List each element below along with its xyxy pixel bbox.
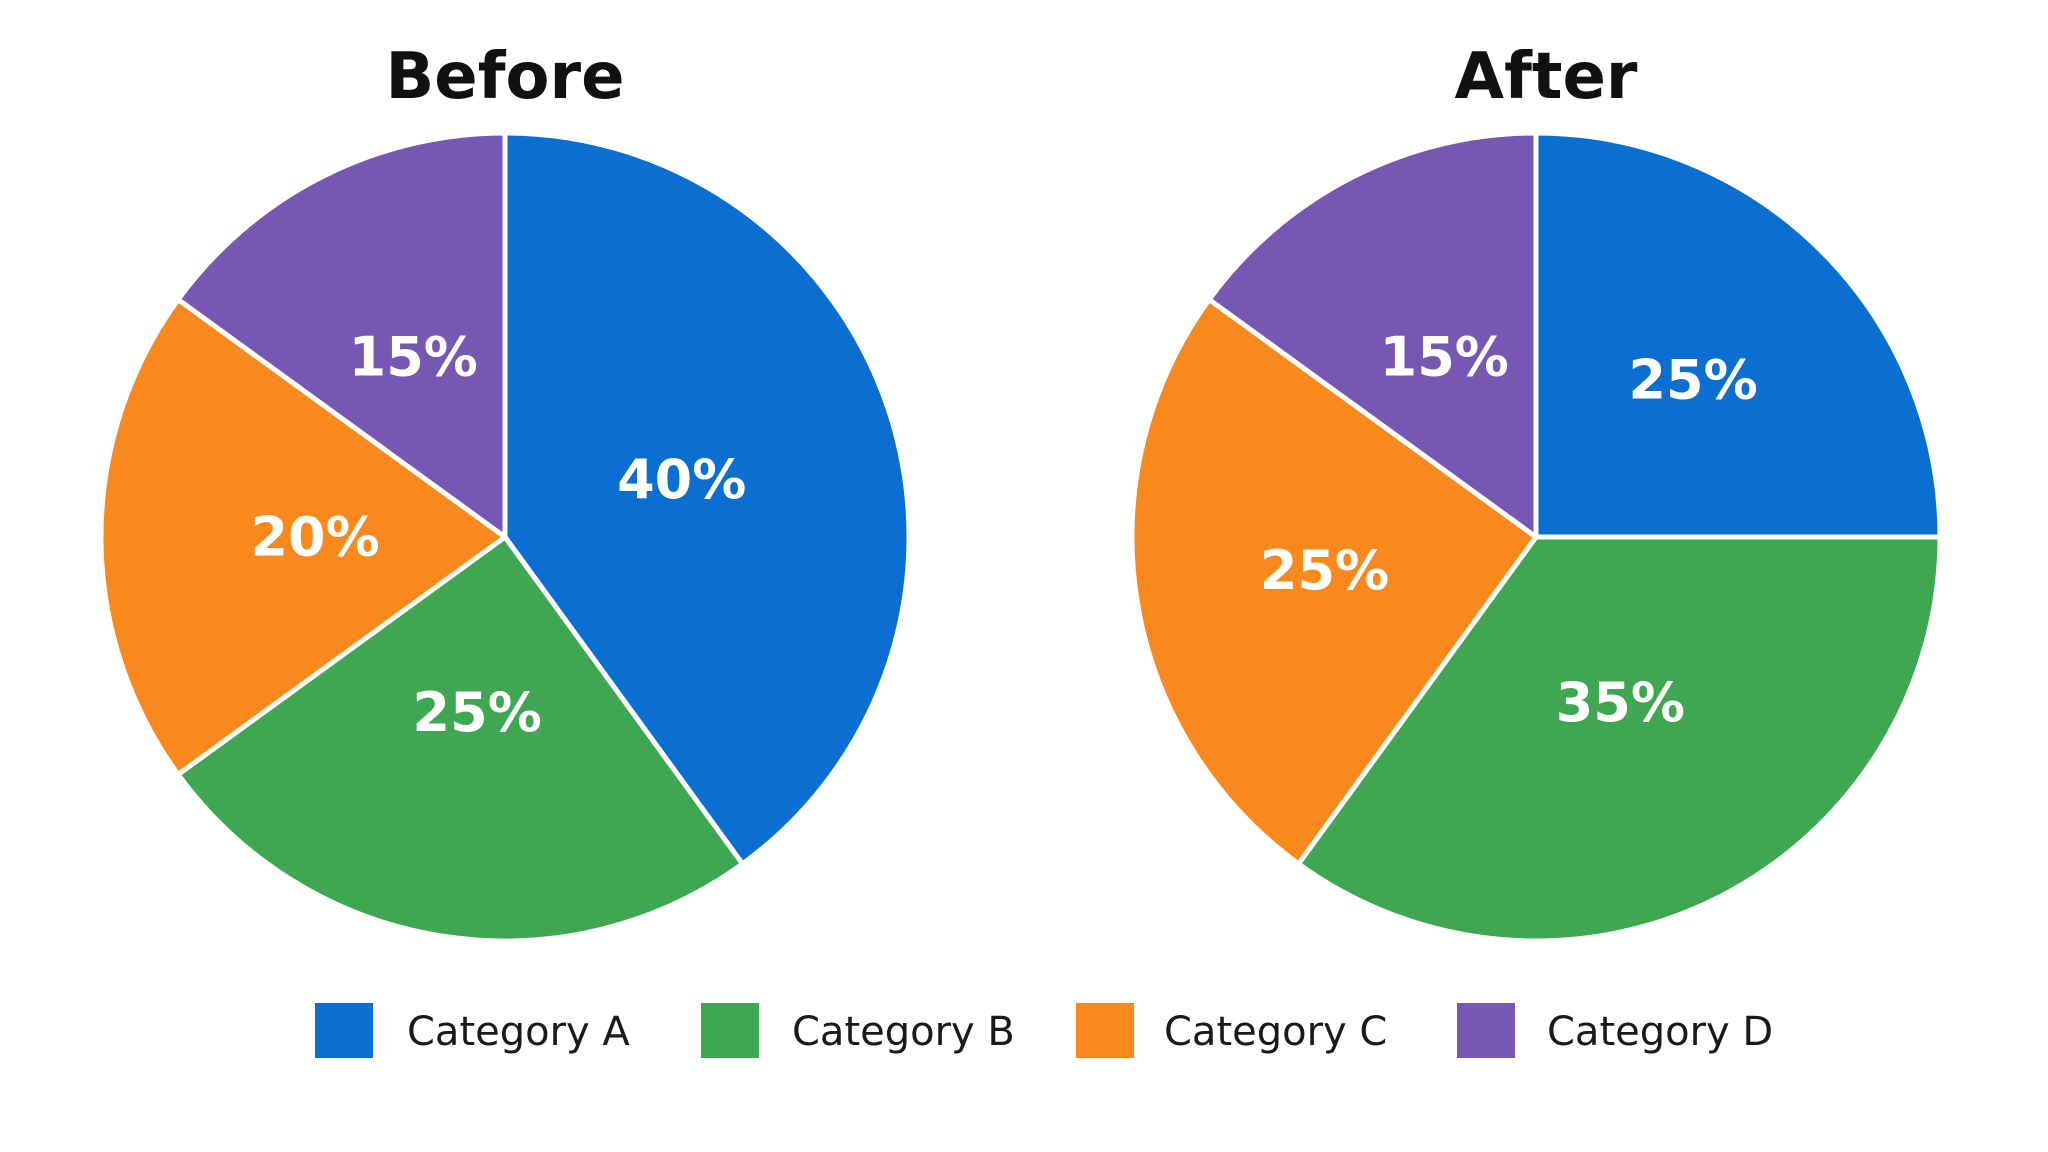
legend-item-category-b: Category B: [701, 1003, 1015, 1058]
pie-slice-after-category-b: [1296, 534, 1943, 944]
legend-item-category-d: Category D: [1457, 1003, 1773, 1058]
pie-slice-before-category-c: [98, 297, 508, 777]
chart-title-after: After: [1455, 40, 1638, 114]
pie-slice-label-before-category-d: 15%: [349, 326, 478, 389]
pie-chart-after: After 25% 35% 25% 15%: [1129, 40, 1943, 944]
legend-item-category-c: Category C: [1076, 1003, 1387, 1058]
chart-title-before: Before: [386, 40, 625, 114]
legend: Category A Category B Category C Categor…: [315, 1003, 1773, 1058]
pie-slice-after-category-c: [1129, 297, 1539, 867]
pie-slice-label-after-category-a: 25%: [1628, 348, 1757, 411]
pie-slice-before-category-b: [175, 534, 745, 944]
legend-label-category-d: Category D: [1547, 1009, 1773, 1055]
pie-slices-after: [1129, 130, 1943, 944]
pie-slice-label-before-category-b: 25%: [413, 681, 542, 744]
pie-slice-label-after-category-b: 35%: [1556, 671, 1685, 734]
legend-label-category-a: Category A: [407, 1009, 630, 1055]
pie-slice-after-category-d: [1206, 130, 1539, 540]
pie-slice-before-category-d: [175, 130, 508, 540]
legend-label-category-c: Category C: [1164, 1009, 1387, 1055]
pie-slice-before-category-a: [502, 130, 912, 867]
pie-slices-before: [98, 130, 912, 944]
legend-swatch-category-a: [315, 1003, 373, 1058]
pie-slice-label-after-category-d: 15%: [1380, 326, 1509, 389]
legend-swatch-category-c: [1076, 1003, 1134, 1058]
legend-swatch-category-d: [1457, 1003, 1515, 1058]
pie-labels-after: 25% 35% 25% 15%: [1260, 326, 1758, 735]
legend-swatch-category-b: [701, 1003, 759, 1058]
legend-item-category-a: Category A: [315, 1003, 630, 1058]
pie-labels-before: 40% 25% 20% 15%: [250, 326, 746, 745]
pie-slice-label-before-category-a: 40%: [617, 448, 746, 511]
pie-slice-label-before-category-c: 20%: [250, 506, 379, 569]
pie-chart-before: Before 40% 25% 20% 15%: [98, 40, 912, 944]
pie-slice-after-category-a: [1533, 130, 1943, 540]
legend-label-category-b: Category B: [792, 1009, 1015, 1055]
pie-slice-label-after-category-c: 25%: [1260, 539, 1389, 602]
